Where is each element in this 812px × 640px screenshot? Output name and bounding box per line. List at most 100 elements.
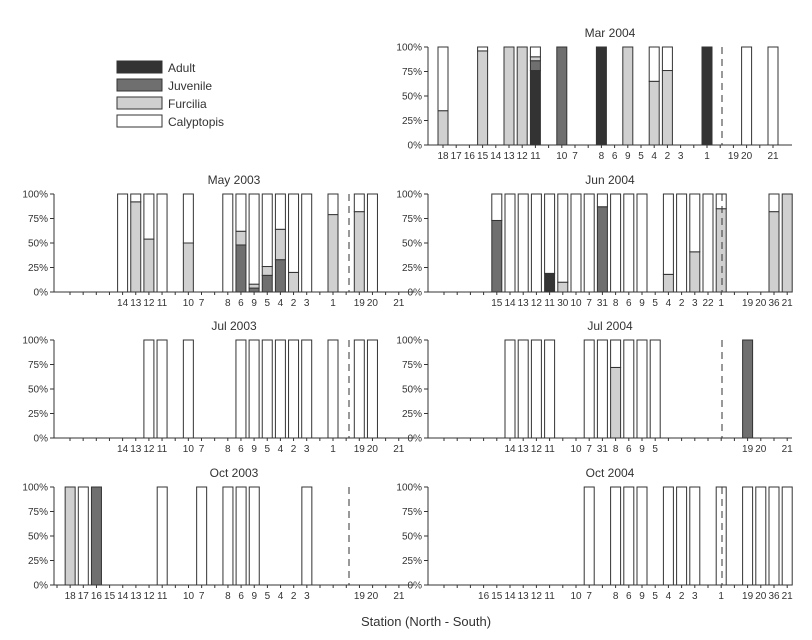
bar-segment-calyptopis — [235, 486, 247, 586]
station-label: 21 — [782, 591, 794, 602]
bar-segment-calyptopis — [636, 339, 648, 439]
bar-segment-calyptopis — [235, 193, 247, 232]
station-label: 6 — [612, 151, 618, 162]
station-label: 14 — [504, 591, 516, 602]
bar-segment-furcilia — [143, 238, 155, 293]
bar-segment-calyptopis — [689, 193, 701, 253]
station-label: 20 — [367, 591, 379, 602]
bar-segment-calyptopis — [274, 193, 286, 230]
station-label: 11 — [530, 151, 541, 162]
y-tick-label: 50% — [402, 92, 422, 103]
station-label: 9 — [625, 151, 631, 162]
bar-segment-calyptopis — [301, 339, 313, 439]
station-label: 20 — [755, 591, 767, 602]
bar-segment-calyptopis — [222, 193, 234, 293]
station-label: 21 — [782, 444, 794, 455]
bar-segment-calyptopis — [117, 193, 129, 293]
bar-segment-furcilia — [768, 211, 780, 293]
bar-segment-furcilia — [715, 208, 727, 293]
station-label: 9 — [639, 591, 645, 602]
station-label: 15 — [491, 591, 503, 602]
bar-segment-calyptopis — [437, 46, 449, 112]
panel-title: Jul 2003 — [211, 319, 257, 333]
station-label: 21 — [393, 591, 405, 602]
station-label: 30 — [557, 298, 569, 309]
bar-segment-calyptopis — [583, 193, 595, 293]
bar-segment-calyptopis — [327, 339, 339, 439]
station-label: 2 — [665, 151, 671, 162]
bar-segment-calyptopis — [768, 486, 780, 586]
y-tick-label: 25% — [28, 263, 48, 274]
station-label: 12 — [531, 298, 543, 309]
station-label: 12 — [143, 591, 155, 602]
bar-segment-adult — [529, 70, 541, 146]
bar-segment-juvenile — [529, 60, 541, 72]
bar-segment-calyptopis — [504, 193, 516, 293]
bar-segment-calyptopis — [662, 486, 674, 586]
bar-segment-calyptopis — [261, 339, 273, 439]
panel-title: Jun 2004 — [585, 173, 635, 187]
bar-segment-calyptopis — [623, 193, 635, 293]
y-tick-label: 25% — [28, 409, 48, 420]
station-label: 2 — [291, 591, 297, 602]
bar-segment-calyptopis — [649, 339, 661, 439]
bar-segment-juvenile — [235, 244, 247, 293]
station-label: 10 — [570, 444, 582, 455]
bar-segment-calyptopis — [182, 339, 194, 439]
station-label: 13 — [130, 591, 142, 602]
station-label: 19 — [742, 298, 754, 309]
bar-segment-calyptopis — [767, 46, 779, 146]
station-label: 18 — [65, 591, 77, 602]
bar-segment-furcilia — [274, 228, 286, 261]
y-tick-label: 75% — [402, 67, 422, 78]
station-label: 8 — [613, 591, 619, 602]
station-label: 3 — [692, 298, 698, 309]
bar-segment-furcilia — [288, 271, 300, 293]
bar-segment-calyptopis — [143, 339, 155, 439]
bar-segment-calyptopis — [676, 486, 688, 586]
bar-segment-calyptopis — [274, 339, 286, 439]
station-label: 4 — [278, 298, 284, 309]
station-label: 5 — [264, 298, 270, 309]
bar-segment-furcilia — [661, 70, 673, 146]
bar-segment-furcilia — [503, 46, 515, 146]
station-label: 7 — [572, 151, 578, 162]
bar-segment-furcilia — [130, 201, 142, 293]
station-label: 22 — [702, 298, 714, 309]
station-label: 13 — [503, 151, 515, 162]
bar-segment-calyptopis — [741, 46, 753, 146]
station-label: 21 — [767, 151, 779, 162]
bar-segment-calyptopis — [636, 486, 648, 586]
station-label: 12 — [143, 298, 155, 309]
y-tick-label: 75% — [402, 507, 422, 518]
station-label: 4 — [666, 298, 672, 309]
y-tick-label: 0% — [34, 581, 49, 592]
bar-segment-calyptopis — [143, 193, 155, 240]
y-tick-label: 25% — [402, 556, 422, 567]
station-label: 9 — [639, 444, 645, 455]
station-label: 13 — [518, 298, 530, 309]
y-tick-label: 100% — [396, 43, 422, 54]
station-label: 3 — [304, 298, 310, 309]
station-label: 10 — [183, 444, 195, 455]
bar-segment-calyptopis — [715, 486, 727, 586]
y-tick-label: 25% — [28, 556, 48, 567]
station-label: 15 — [477, 151, 489, 162]
station-label: 11 — [544, 444, 555, 455]
station-label: 19 — [354, 298, 366, 309]
y-tick-label: 50% — [28, 239, 48, 250]
station-label: 3 — [678, 151, 684, 162]
station-label: 8 — [599, 151, 605, 162]
station-label: 9 — [251, 444, 257, 455]
legend-swatch-calyptopis — [116, 114, 163, 128]
station-label: 36 — [768, 591, 780, 602]
y-tick-label: 100% — [396, 190, 422, 201]
station-label: 21 — [782, 298, 794, 309]
bar-segment-furcilia — [648, 80, 660, 146]
station-label: 6 — [626, 444, 632, 455]
station-label: 17 — [451, 151, 463, 162]
y-tick-label: 75% — [402, 360, 422, 371]
station-label: 9 — [639, 298, 645, 309]
